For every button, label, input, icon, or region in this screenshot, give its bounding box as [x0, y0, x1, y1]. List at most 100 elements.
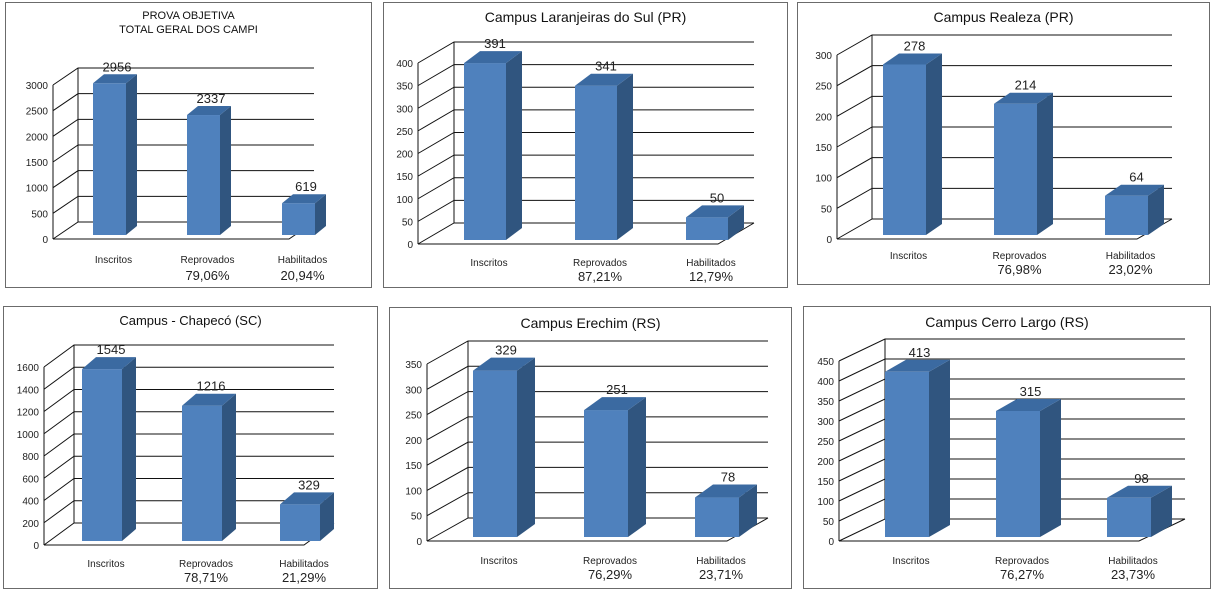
y-tick-label: 100 — [405, 486, 422, 497]
y-tick-label: 0 — [826, 235, 832, 246]
bar-side — [222, 393, 236, 541]
bar-top — [686, 205, 744, 218]
bar-side — [739, 484, 757, 537]
y-tick-label: 400 — [22, 497, 39, 508]
bar-front — [93, 83, 126, 235]
data-label: 278 — [904, 38, 926, 53]
bar-side — [929, 359, 950, 537]
percent-label: 20,94% — [280, 268, 325, 283]
bar-side — [315, 194, 326, 235]
y-tick-label: 50 — [821, 204, 833, 215]
bar-front — [473, 370, 517, 537]
bar-top — [280, 492, 334, 505]
bar-chart-erechim: 0 50 100 150 200 250 300 350 329 Inscritos 251 Repr… — [405, 340, 769, 582]
chart-title-line-2: TOTAL GERAL DOS CAMPI — [119, 23, 258, 36]
category-label: Inscritos — [890, 251, 927, 262]
y-tick-label: 800 — [22, 452, 39, 463]
chart-title: PROVA OBJETIVA TOTAL GERAL DOS CAMPI — [6, 10, 371, 38]
bar-top — [695, 484, 757, 498]
chart-title-line-1: Campus Realeza (PR) — [933, 9, 1074, 25]
category-label: Habilitados — [696, 556, 745, 567]
bar-side — [628, 397, 646, 537]
bar-top — [994, 92, 1053, 104]
bar-top — [93, 74, 137, 84]
chart-panel-realeza: Campus Realeza (PR) 0 50 100 150 200 250 300 27… — [797, 2, 1210, 285]
floor-edge — [418, 222, 755, 245]
bar-side — [126, 74, 137, 235]
chart-panel-total: PROVA OBJETIVA TOTAL GERAL DOS CAMPI 0 50… — [5, 2, 372, 288]
category-label: Habilitados — [278, 255, 327, 266]
y-tick-label: 250 — [815, 82, 832, 93]
y-tick-label: 300 — [396, 104, 413, 115]
y-tick-label: 0 — [42, 235, 48, 246]
y-tick-label: 500 — [31, 209, 48, 220]
gridline — [52, 93, 314, 112]
y-tick-label: 150 — [817, 477, 834, 488]
y-tick-label: 250 — [396, 127, 413, 138]
data-label: 50 — [710, 190, 724, 205]
percent-label: 76,27% — [1000, 567, 1045, 582]
chart-title-line-1: Campus Erechim (RS) — [520, 315, 661, 331]
y-tick-label: 100 — [396, 195, 413, 206]
data-label: 413 — [909, 345, 931, 360]
y-tick-label: 300 — [817, 417, 834, 428]
category-label: Reprovados — [583, 556, 637, 567]
bar-top — [1107, 485, 1172, 498]
data-label: 391 — [484, 36, 506, 51]
y-tick-label: 1400 — [17, 385, 40, 396]
category-label: Habilitados — [279, 559, 328, 570]
gridline — [52, 170, 314, 189]
category-label: Habilitados — [1106, 251, 1155, 262]
bar-front — [1105, 195, 1148, 235]
bar-top — [473, 357, 535, 371]
bar-top — [575, 73, 633, 86]
y-tick-label: 2000 — [26, 132, 49, 143]
gridline — [43, 344, 334, 368]
data-label: 1216 — [197, 379, 226, 394]
bar-top — [182, 393, 236, 406]
bar-front — [82, 369, 122, 541]
bar-top — [883, 53, 942, 65]
bar-top — [187, 106, 231, 116]
bar-top — [1105, 184, 1164, 196]
bar-side — [1040, 399, 1061, 537]
data-label: 2956 — [103, 59, 132, 74]
y-tick-label: 400 — [817, 377, 834, 388]
y-tick-label: 200 — [405, 436, 422, 447]
y-tick-label: 350 — [396, 82, 413, 93]
category-label: Reprovados — [179, 559, 233, 570]
bar-front — [584, 410, 628, 537]
bar-top — [464, 51, 522, 64]
percent-label: 78,71% — [184, 570, 229, 585]
chart-title: Campus Realeza (PR) — [798, 9, 1209, 27]
percent-label: 76,29% — [588, 567, 633, 582]
bar-chart-total: 0 500 1000 1500 2000 2500 3000 2956 Inscritos 233… — [26, 59, 327, 283]
chart-title-line-1: Campus - Chapecó (SC) — [119, 313, 262, 328]
bar-front — [282, 203, 315, 235]
gridline — [52, 144, 314, 163]
chart-panel-chapeco: Campus - Chapecó (SC) 0 200 400 600 800 1000 1… — [3, 306, 378, 589]
bar-chart-chapeco: 0 200 400 600 800 1000 1200 1400 1600 1545 Inscrit… — [17, 342, 335, 585]
data-label: 341 — [595, 59, 617, 74]
percent-label: 76,98% — [997, 262, 1042, 277]
gridline — [836, 34, 1172, 56]
percent-label: 79,06% — [185, 268, 230, 283]
y-tick-label: 50 — [411, 512, 423, 523]
data-label: 315 — [1020, 384, 1042, 399]
percent-label: 23,02% — [1108, 262, 1153, 277]
gridline — [838, 338, 1185, 362]
chart-title-line-1: PROVA OBJETIVA — [142, 10, 235, 22]
y-tick-label: 300 — [815, 51, 832, 62]
bar-top — [996, 399, 1061, 411]
gridline — [52, 118, 314, 137]
bar-chart-cerro-largo: 0 50 100 150 200 250 300 350 400 450 413 Inscritos 3… — [817, 338, 1186, 582]
category-label: Reprovados — [181, 255, 235, 266]
y-tick-label: 600 — [22, 474, 39, 485]
bar-side — [1151, 485, 1172, 537]
chart-panel-cerro-largo: Campus Cerro Largo (RS) 0 50 100 150 200 250 3… — [803, 306, 1211, 589]
bar-top — [584, 397, 646, 411]
bar-side — [220, 106, 231, 235]
gridline — [52, 67, 314, 86]
bar-front — [187, 115, 220, 235]
bar-front — [885, 371, 929, 537]
